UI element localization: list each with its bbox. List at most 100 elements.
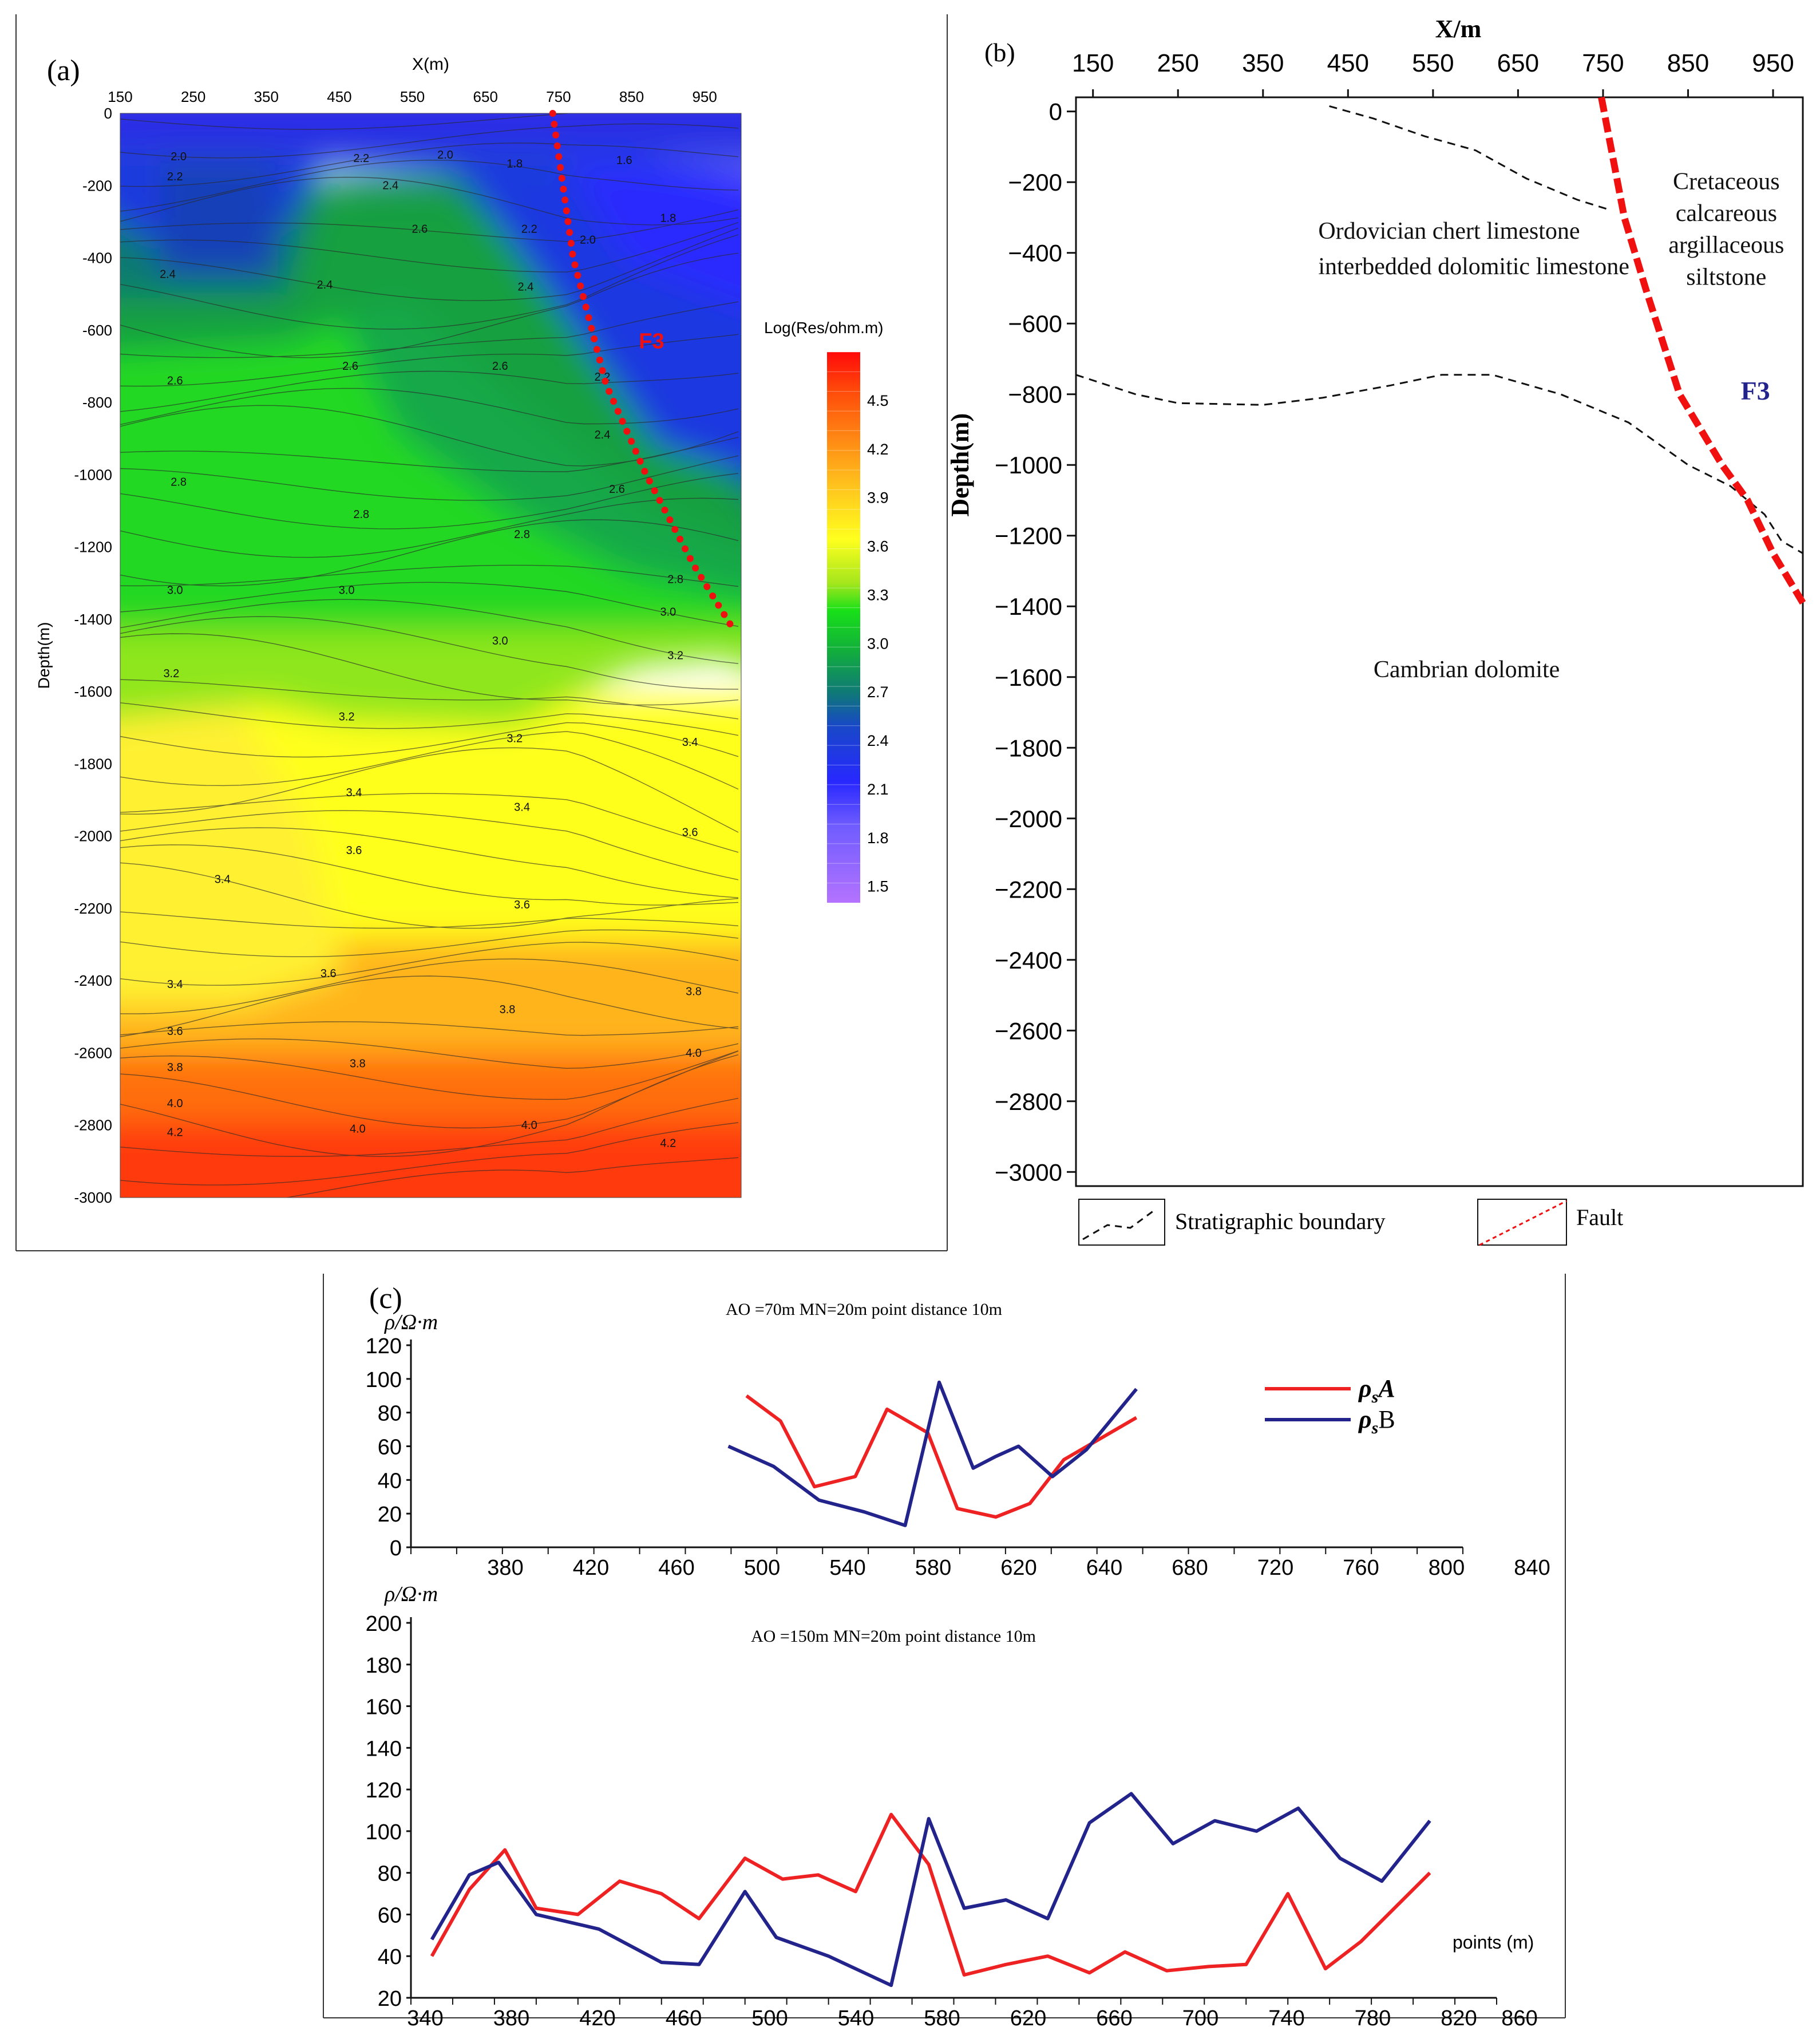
- contour-label: 1.8: [660, 212, 676, 224]
- ytick-label: 0: [390, 1536, 402, 1560]
- isoline: [120, 942, 739, 986]
- contour-label: 3.6: [682, 827, 698, 839]
- a-xtick-label: 550: [400, 88, 425, 105]
- colorbar-tick-label: 3.0: [867, 635, 889, 652]
- isoline: [120, 958, 739, 1014]
- contour-label: 3.8: [167, 1061, 183, 1074]
- isoline: [120, 301, 739, 358]
- isoline: [120, 473, 739, 530]
- panel-c-bottom-profile: AO =150m MN=20m point distance 10m ρ/Ω·m…: [366, 1582, 1538, 2027]
- isoline: [120, 252, 739, 358]
- contour-label: 3.2: [667, 649, 683, 662]
- b-ytick-label: −3000: [995, 1159, 1062, 1186]
- colorbar-tick-label: 2.7: [867, 683, 889, 701]
- xtick-label: 640: [1086, 1556, 1122, 1580]
- xtick-label: 700: [1182, 2006, 1218, 2027]
- xtick-label: 460: [666, 2006, 702, 2027]
- contour-label: 3.0: [339, 584, 355, 597]
- isoline: [284, 1157, 739, 1198]
- heatmap-field: [120, 113, 741, 1198]
- b-xtick-label: 750: [1582, 49, 1624, 77]
- b-xtick-label: 450: [1327, 49, 1369, 77]
- xtick-label: 380: [487, 1556, 523, 1580]
- isoline: [120, 159, 739, 212]
- series-rho-b-line: [727, 1380, 1138, 1527]
- xtick-label: 420: [579, 2006, 615, 2027]
- isoline: [120, 702, 739, 736]
- panel-b-axes: X/m 150 250 350 450 550 650 750 850 950 0 −200 −400 −…: [946, 15, 1794, 1186]
- isoline: [120, 227, 739, 301]
- b-annotation: Cambrian dolomite: [1374, 657, 1560, 683]
- legend-swatch-fault: [1479, 1200, 1567, 1246]
- fault-f3-label: F3: [639, 329, 664, 353]
- isoline: [120, 497, 739, 558]
- ytick-label: 180: [366, 1654, 402, 1678]
- xtick-label: 580: [924, 2006, 960, 2027]
- a-ylabel: Depth(m): [35, 622, 53, 689]
- xtick-label: 380: [493, 2006, 529, 2027]
- c1-axes: 0 20 40 60 80 100 120 380 420 460 500 540 580 620 640 6…: [366, 1334, 1550, 1580]
- xtick-label: 800: [1429, 1556, 1465, 1580]
- b-ytick-label: −200: [1008, 169, 1062, 196]
- b-ytick-label: −1600: [995, 664, 1062, 691]
- isoline: [120, 1021, 739, 1036]
- c1-legend: ρsA ρsB: [1265, 1374, 1395, 1437]
- isoline: [120, 722, 739, 758]
- isoline: [120, 437, 739, 472]
- ytick-label: 40: [378, 1945, 402, 1969]
- ytick-label: 140: [366, 1737, 402, 1761]
- panel-b-annotations: Ordovician chert limestone interbedded do…: [1318, 169, 1784, 683]
- series-rho-b-line: [430, 1792, 1431, 1988]
- contour-label: 2.8: [667, 574, 683, 586]
- contour-label: 2.0: [437, 149, 453, 161]
- c2-series: [430, 1792, 1431, 1988]
- b-xtick-label: 950: [1752, 49, 1794, 77]
- xtick-label: 500: [751, 2006, 788, 2027]
- a-xtick-label: 750: [546, 88, 571, 105]
- isoline: [120, 1122, 739, 1186]
- b-ytick-label: −1400: [995, 593, 1062, 620]
- isoline: [120, 911, 739, 929]
- xtick-label: 540: [829, 1556, 865, 1580]
- xtick-label: 760: [1343, 1556, 1379, 1580]
- colorbar-title: Log(Res/ohm.m): [764, 319, 884, 337]
- contour-labels: 2.0 2.2 2.2 2.0 1.8 1.6 2.4 2.6 2.2 2.0 1.8 2.4 2.4 2…: [160, 149, 702, 1150]
- contour-label: 3.4: [167, 978, 183, 991]
- a-ytick-label: -1200: [74, 539, 113, 556]
- legend-rho-b-letter: B: [1378, 1405, 1395, 1433]
- isoline: [120, 143, 739, 187]
- ytick-label: 100: [366, 1368, 402, 1392]
- contour-label: 2.2: [521, 223, 537, 235]
- isoline: [120, 222, 739, 272]
- b-ytick-label: −800: [1008, 381, 1062, 408]
- ytick-label: 80: [378, 1862, 402, 1886]
- b-fault-label: F3: [1741, 376, 1770, 405]
- contour-label: 2.6: [609, 483, 625, 496]
- panel-label-b: (b): [984, 38, 1015, 67]
- isoline: [120, 793, 739, 853]
- contour-label: 1.8: [507, 158, 523, 171]
- series-rho-a-line: [430, 1812, 1431, 1977]
- a-ytick-label: -1800: [74, 755, 113, 772]
- colorbar-tick-label: 3.6: [867, 538, 889, 555]
- legend-label-fault: Fault: [1576, 1204, 1623, 1230]
- contour-label: 3.2: [339, 711, 355, 724]
- contour-label: 3.4: [346, 787, 362, 799]
- contour-label: 2.4: [382, 180, 398, 192]
- colorbar-tick-label: 4.5: [867, 392, 889, 409]
- legend-label-boundary: Stratigraphic boundary: [1175, 1208, 1386, 1234]
- isoline: [120, 616, 739, 690]
- b-ylabel: Depth(m): [946, 413, 974, 517]
- a-ytick-label: -800: [82, 394, 112, 411]
- stratigraphic-boundary-line: [1329, 105, 1612, 212]
- b-ytick-label: −2000: [995, 805, 1062, 832]
- b-annotation: Cretaceous: [1673, 169, 1780, 195]
- contour-label: 4.0: [521, 1119, 537, 1132]
- ytick-label: 20: [378, 1503, 402, 1527]
- ytick-label: 80: [378, 1402, 402, 1426]
- a-xtick-label: 950: [692, 88, 717, 105]
- isoline: [120, 519, 739, 587]
- c1-series: [727, 1380, 1138, 1527]
- b-xlabel: X/m: [1435, 15, 1482, 43]
